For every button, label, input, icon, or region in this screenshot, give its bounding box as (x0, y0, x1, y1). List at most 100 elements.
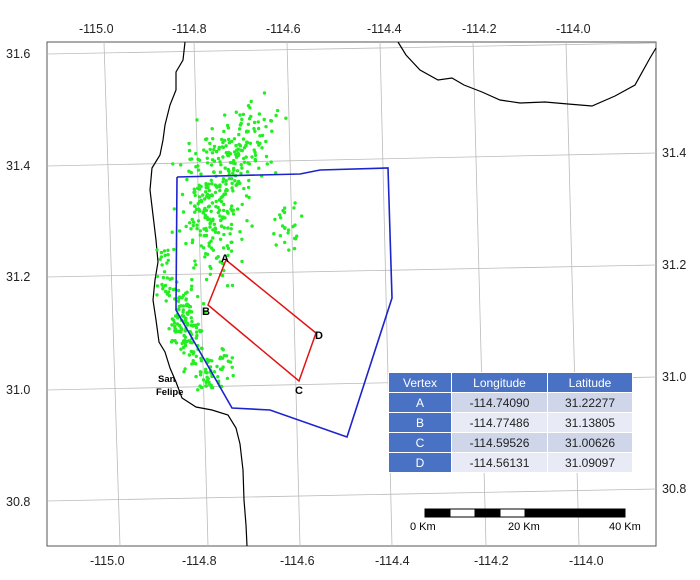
epicenter-dot (221, 180, 225, 184)
parallel-line (46, 42, 657, 55)
epicenter-dot (287, 248, 291, 252)
epicenter-dot (292, 246, 297, 251)
epicenter-dot (237, 132, 241, 137)
epicenter-dot (252, 126, 256, 131)
longitude-cell: -114.74090 (451, 392, 548, 413)
epicenter-dot (190, 217, 194, 222)
epicenter-dot (281, 209, 285, 213)
epicenter-dot (204, 384, 208, 388)
epicenter-dot (235, 169, 240, 173)
epicenter-dot (216, 231, 221, 235)
epicenter-dot (239, 171, 243, 175)
epicenter-dot (236, 147, 240, 151)
epicenter-dot (212, 147, 216, 152)
epicenter-dot (218, 160, 222, 164)
epicenter-dot (227, 141, 232, 145)
vertex-cell: D (388, 452, 452, 473)
epicenter-dot (209, 220, 213, 225)
bottom-axis-labels: -115.0 -114.8 -114.6 -114.4 -114.2 -114.… (90, 554, 604, 568)
epicenter-dot (230, 365, 234, 369)
epicenter-dot (172, 318, 176, 322)
epicenter-dot (198, 373, 203, 377)
epicenter-dot (196, 202, 200, 206)
epicenter-dot (245, 141, 250, 145)
epicenter-dot (283, 226, 287, 230)
epicenter-dot (227, 151, 231, 156)
scale-segment (474, 508, 501, 518)
epicenter-dot (202, 227, 206, 231)
epicenter-dot (253, 129, 257, 133)
epicenter-dot (212, 370, 217, 374)
epicenter-dot (257, 166, 261, 170)
epicenter-dot (190, 341, 194, 345)
epicenter-dot (199, 356, 203, 360)
epicenter-dot (197, 183, 201, 187)
header-vertex: Vertex (388, 372, 452, 393)
place-label-line1: San (158, 374, 176, 385)
epicenter-dot (230, 181, 234, 185)
epicenter-dot (190, 362, 194, 366)
epicenter-dot (203, 367, 208, 372)
epicenter-dot (191, 238, 195, 242)
epicenter-dot (185, 323, 190, 327)
epicenter-dot (183, 335, 188, 339)
y-tick-left: 31.6 (6, 47, 30, 61)
epicenter-dot (237, 127, 242, 131)
epicenter-dot (201, 302, 206, 306)
header-latitude: Latitude (547, 372, 633, 393)
epicenter-dot (278, 234, 283, 238)
epicenter-dot (163, 283, 168, 288)
epicenter-dot (183, 367, 187, 371)
epicenter-dot (167, 293, 171, 298)
epicenter-dot (207, 204, 211, 208)
epicenter-dot (226, 211, 230, 215)
epicenter-dot (201, 193, 205, 197)
epicenter-dot (274, 243, 278, 247)
epicenter-dot (213, 227, 218, 231)
epicenter-dot (223, 113, 227, 117)
epicenter-dot (173, 339, 177, 343)
table-row: B -114.77486 31.13805 (388, 412, 633, 433)
epicenter-dot (167, 327, 171, 331)
epicenter-dot (232, 166, 236, 171)
epicenter-dot (221, 348, 225, 352)
epicenter-dot (269, 160, 273, 164)
epicenter-dot (204, 277, 209, 282)
epicenter-dot (253, 153, 258, 157)
epicenter-dot (155, 274, 160, 279)
epicenter-dot (203, 370, 208, 374)
epicenter-dot (200, 346, 204, 351)
epicenter-dot (187, 339, 191, 343)
epicenter-dot (198, 199, 202, 203)
epicenter-dot (253, 157, 257, 162)
epicenter-dot (262, 117, 266, 122)
epicenter-dot (220, 137, 224, 142)
epicenter-dot (170, 276, 174, 281)
epicenter-dot (192, 187, 196, 191)
epicenter-dot (189, 170, 193, 175)
epicenter-dot (216, 375, 220, 379)
epicenter-dot (185, 177, 189, 182)
epicenter-dot (233, 179, 237, 183)
x-tick-bottom: -115.0 (90, 554, 125, 568)
epicenter-dot (213, 190, 218, 195)
epicenter-dot (244, 144, 248, 148)
epicenter-dot (242, 160, 247, 164)
epicenter-dot (218, 214, 222, 218)
epicenter-dot (189, 316, 193, 320)
epicenter-dot (217, 145, 222, 150)
scale-segment (524, 508, 626, 518)
epicenter-dot (269, 119, 274, 123)
epicenter-dot (222, 354, 226, 358)
epicenter-dot (175, 322, 180, 326)
x-tick-bottom: -114.6 (280, 554, 315, 568)
epicenter-dot (189, 287, 194, 292)
epicenter-dot (216, 205, 220, 210)
epicenter-dot (207, 188, 211, 193)
epicenter-dot (223, 166, 227, 170)
epicenter-dot (172, 321, 177, 325)
epicenter-dot (155, 293, 159, 297)
epicenter-dot (171, 162, 175, 166)
epicenter-dot (227, 177, 231, 181)
epicenter-dot (212, 170, 216, 175)
